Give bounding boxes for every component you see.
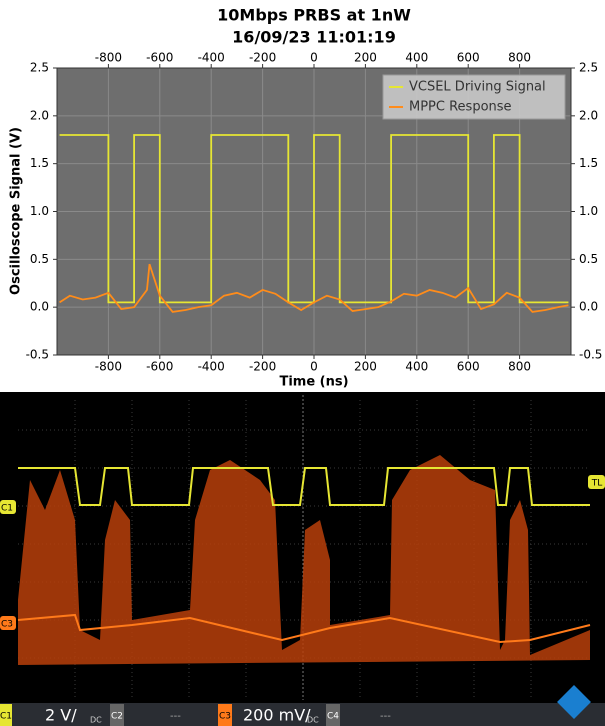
y-tick-label: 0.5	[30, 252, 49, 266]
x-axis-label: Time (ns)	[279, 375, 348, 390]
c1-channel: C1	[0, 712, 12, 722]
x-tick-label: -800	[95, 360, 122, 374]
tl-marker-label: TL	[591, 479, 603, 489]
c4-scale: ---	[380, 711, 391, 722]
c1-marker-label: C1	[1, 504, 13, 514]
y2-tick-label: 1.5	[579, 156, 598, 170]
x-tick-label: -600	[146, 360, 173, 374]
y2-tick-label: 0.5	[579, 252, 598, 266]
chart-title: 10Mbps PRBS at 1nW	[217, 6, 411, 25]
scope-screen: C1 TL C3 C1 2 V/ DC C2 --- C3 200 mV/ DC…	[0, 392, 605, 726]
y2-tick-label: 2.5	[579, 61, 598, 75]
c3-marker-label: C3	[1, 620, 13, 630]
c1-coupling: DC	[90, 716, 102, 725]
x2-tick-label: 600	[457, 51, 480, 65]
y-tick-label: 1.5	[30, 156, 49, 170]
y2-tick-label: -0.5	[579, 348, 602, 362]
x2-tick-label: -800	[95, 51, 122, 65]
legend-label: VCSEL Driving Signal	[409, 80, 546, 95]
x2-tick-label: -200	[249, 51, 276, 65]
x2-tick-label: 800	[508, 51, 531, 65]
x-tick-label: 400	[405, 360, 428, 374]
c2-channel: C2	[111, 712, 123, 722]
c2-scale: ---	[170, 711, 181, 722]
c1-scale: 2 V/	[45, 706, 77, 725]
legend-label: MPPC Response	[409, 100, 512, 115]
x-tick-label: 800	[508, 360, 531, 374]
y-tick-label: -0.5	[26, 348, 49, 362]
y2-tick-label: 0.0	[579, 300, 598, 314]
y2-tick-label: 1.0	[579, 204, 598, 218]
x2-tick-label: 0	[310, 51, 318, 65]
c3-scale: 200 mV/	[243, 706, 311, 725]
x-tick-label: 0	[310, 360, 318, 374]
y-tick-label: 2.0	[30, 108, 49, 122]
figure: 10Mbps PRBS at 1nW 16/09/23 11:01:19 Tim…	[0, 0, 605, 726]
page: 10Mbps PRBS at 1nW 16/09/23 11:01:19 Tim…	[0, 0, 605, 726]
y-tick-label: 2.5	[30, 61, 49, 75]
c3-coupling: DC	[307, 716, 319, 725]
x-tick-label: -400	[198, 360, 225, 374]
y-tick-label: 1.0	[30, 204, 49, 218]
x2-tick-label: -400	[198, 51, 225, 65]
x2-tick-label: 200	[354, 51, 377, 65]
x2-tick-label: -600	[146, 51, 173, 65]
y-tick-label: 0.0	[30, 300, 49, 314]
x2-tick-label: 400	[405, 51, 428, 65]
chart-subtitle: 16/09/23 11:01:19	[232, 28, 396, 47]
x-tick-label: 200	[354, 360, 377, 374]
y2-tick-label: 2.0	[579, 108, 598, 122]
c3-channel: C3	[219, 712, 231, 722]
y-axis-label: Oscilloscope Signal (V)	[9, 127, 24, 295]
c4-channel: C4	[327, 712, 339, 722]
x-tick-label: -200	[249, 360, 276, 374]
x-tick-label: 600	[457, 360, 480, 374]
